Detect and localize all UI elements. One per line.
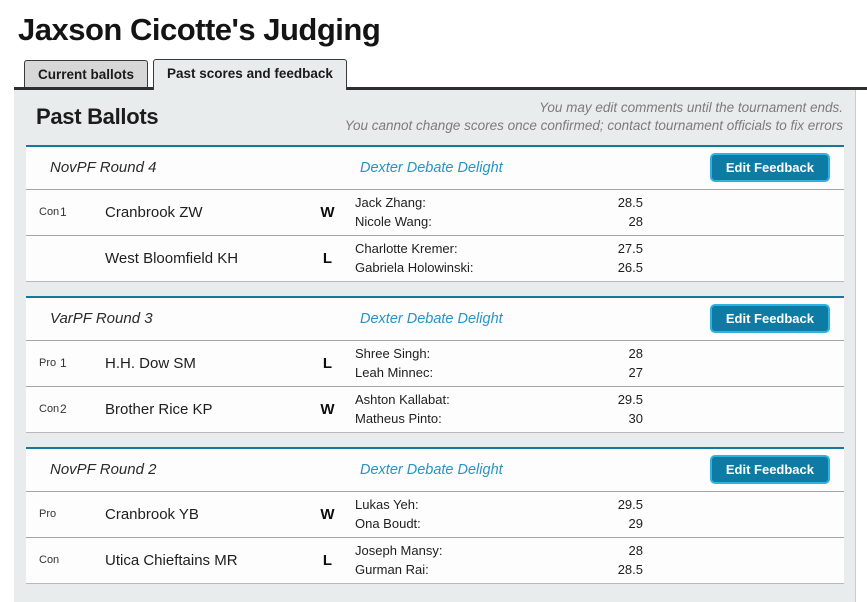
speaker-name: Lukas Yeh:: [355, 496, 419, 512]
past-ballots-panel: Past Ballots You may edit comments until…: [14, 90, 856, 602]
speaker-score: 27.5: [617, 240, 643, 256]
win-loss-label: W: [320, 400, 335, 418]
team-name: Cranbrook YB: [105, 505, 199, 523]
speaker-score: 29.5: [617, 496, 643, 512]
rank-label: 1: [60, 205, 67, 220]
table-row: Con 2 Brother Rice KP W Ashton Kallabat:…: [26, 385, 844, 432]
round-card-header: NovPF Round 2 Dexter Debate Delight Edit…: [26, 449, 844, 491]
speaker-score: 26.5: [617, 260, 643, 276]
win-loss-label: W: [320, 505, 335, 523]
speaker-line: Gabriela Holowinski: 26.5: [355, 258, 643, 278]
edit-notice: You may edit comments until the tourname…: [345, 99, 843, 135]
speaker-score: 29: [628, 516, 643, 532]
speaker-score: 28: [628, 345, 643, 361]
team-name: Cranbrook ZW: [105, 203, 203, 221]
win-loss-label: L: [322, 354, 333, 372]
tournament-link[interactable]: Dexter Debate Delight: [360, 310, 503, 327]
page-title: Jaxson Cicotte's Judging: [18, 12, 381, 47]
speaker-line: Jack Zhang: 28.5: [355, 193, 643, 213]
table-row: Con 1 Cranbrook ZW W Jack Zhang: 28.5 Ni…: [26, 188, 844, 235]
team-name: West Bloomfield KH: [105, 249, 239, 267]
speaker-name: Ashton Kallabat:: [355, 391, 450, 407]
rank-label: 1: [60, 356, 67, 371]
round-name: VarPF Round 3: [50, 310, 153, 328]
table-row: Pro 1 H.H. Dow SM L Shree Singh: 28 Leah…: [26, 339, 844, 386]
team-name: Utica Chieftains MR: [105, 551, 238, 569]
speaker-scores: Ashton Kallabat: 29.5 Matheus Pinto: 30: [355, 387, 643, 432]
round-card-header: VarPF Round 3 Dexter Debate Delight Edit…: [26, 298, 844, 340]
speaker-name: Charlotte Kremer:: [355, 240, 458, 256]
side-label: Con: [39, 403, 60, 416]
win-loss-label: L: [322, 551, 333, 569]
speaker-line: Charlotte Kremer: 27.5: [355, 239, 643, 259]
edit-notice-line-1: You may edit comments until the tourname…: [539, 100, 843, 115]
speaker-scores: Shree Singh: 28 Leah Minnec: 27: [355, 341, 643, 386]
speaker-name: Gabriela Holowinski:: [355, 260, 474, 276]
speaker-name: Ona Boudt:: [355, 516, 421, 532]
speaker-name: Joseph Mansy:: [355, 542, 443, 558]
win-loss-label: L: [322, 249, 333, 267]
tab-bar: Current ballots Past scores and feedback: [14, 59, 867, 90]
speaker-line: Ona Boudt: 29: [355, 514, 643, 534]
side-label: Pro: [39, 508, 57, 521]
speaker-name: Nicole Wang:: [355, 214, 432, 230]
speaker-score: 28.5: [617, 194, 643, 210]
speaker-name: Leah Minnec:: [355, 365, 434, 381]
round-name: NovPF Round 2: [50, 461, 157, 479]
speaker-line: Nicole Wang: 28: [355, 212, 643, 232]
table-row: West Bloomfield KH L Charlotte Kremer: 2…: [26, 234, 844, 281]
speaker-name: Matheus Pinto:: [355, 411, 442, 427]
side-label: Con: [39, 554, 60, 567]
round-name: NovPF Round 4: [50, 159, 157, 177]
speaker-scores: Lukas Yeh: 29.5 Ona Boudt: 29: [355, 492, 643, 537]
side-label: Pro: [39, 357, 57, 370]
edit-feedback-button[interactable]: Edit Feedback: [709, 455, 830, 485]
speaker-line: Joseph Mansy: 28: [355, 541, 643, 561]
round-card-novpf-round-4: NovPF Round 4 Dexter Debate Delight Edit…: [26, 144, 844, 282]
speaker-line: Matheus Pinto: 30: [355, 409, 643, 429]
edit-notice-line-2: You cannot change scores once confirmed;…: [344, 117, 843, 133]
win-loss-label: W: [320, 203, 335, 221]
speaker-scores: Charlotte Kremer: 27.5 Gabriela Holowins…: [355, 236, 643, 281]
speaker-score: 28: [628, 542, 643, 558]
speaker-name: Gurman Rai:: [355, 562, 429, 578]
round-card-header: NovPF Round 4 Dexter Debate Delight Edit…: [26, 147, 844, 189]
edit-feedback-button[interactable]: Edit Feedback: [709, 304, 830, 334]
speaker-line: Leah Minnec: 27: [355, 363, 643, 383]
speaker-line: Ashton Kallabat: 29.5: [355, 390, 643, 410]
speaker-score: 27: [628, 365, 643, 381]
speaker-score: 28: [628, 214, 643, 230]
round-card-novpf-round-2: NovPF Round 2 Dexter Debate Delight Edit…: [26, 446, 844, 584]
speaker-line: Shree Singh: 28: [355, 344, 643, 364]
speaker-name: Jack Zhang:: [355, 194, 426, 210]
table-row: Con Utica Chieftains MR L Joseph Mansy: …: [26, 536, 844, 583]
speaker-scores: Jack Zhang: 28.5 Nicole Wang: 28: [355, 190, 643, 235]
tournament-link[interactable]: Dexter Debate Delight: [360, 159, 503, 176]
team-name: Brother Rice KP: [105, 400, 213, 418]
speaker-line: Lukas Yeh: 29.5: [355, 495, 643, 515]
edit-feedback-button[interactable]: Edit Feedback: [709, 153, 830, 183]
speaker-scores: Joseph Mansy: 28 Gurman Rai: 28.5: [355, 538, 643, 583]
tournament-link[interactable]: Dexter Debate Delight: [360, 461, 503, 478]
tab-current-ballots[interactable]: Current ballots: [24, 60, 149, 87]
speaker-score: 28.5: [617, 562, 643, 578]
round-card-varpf-round-3: VarPF Round 3 Dexter Debate Delight Edit…: [26, 295, 844, 433]
team-name: H.H. Dow SM: [105, 354, 196, 372]
speaker-score: 29.5: [617, 391, 643, 407]
rank-label: 2: [60, 402, 67, 417]
speaker-name: Shree Singh:: [355, 345, 431, 361]
past-ballots-heading: Past Ballots: [36, 103, 159, 129]
table-row: Pro Cranbrook YB W Lukas Yeh: 29.5 Ona B…: [26, 490, 844, 537]
tab-past-scores-and-feedback[interactable]: Past scores and feedback: [153, 59, 347, 90]
side-label: Con: [39, 206, 60, 219]
speaker-line: Gurman Rai: 28.5: [355, 560, 643, 580]
speaker-score: 30: [628, 411, 643, 427]
panel-header: Past Ballots You may edit comments until…: [14, 90, 855, 145]
